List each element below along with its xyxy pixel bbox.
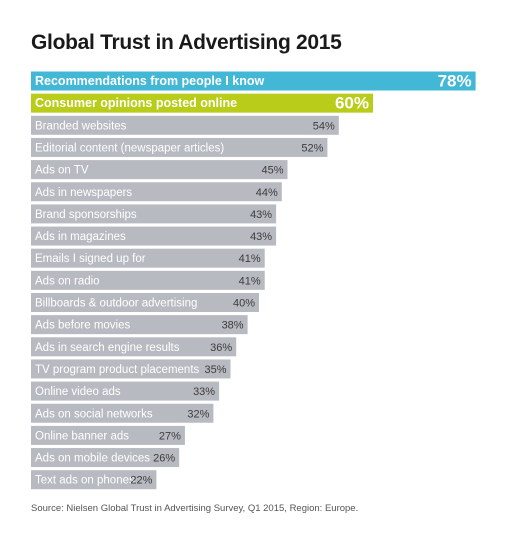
bar: [31, 160, 288, 180]
category-label: Text ads on phones: [35, 475, 135, 487]
bar: [31, 115, 339, 135]
value-label: 33%: [193, 386, 215, 398]
bar-row: TV program product placements 35%: [31, 359, 231, 379]
category-label: Recommendations from people I know: [35, 74, 264, 88]
bar-row: Online video ads 33%: [31, 381, 220, 401]
value-label: 40%: [233, 298, 255, 310]
category-label: Emails I signed up for: [35, 253, 146, 265]
value-label: 41%: [239, 275, 261, 287]
category-label: Editorial content (newspaper articles): [35, 142, 224, 154]
category-label: Ads before movies: [35, 320, 130, 332]
category-label: Brand sponsorships: [35, 209, 137, 221]
value-label: 35%: [204, 364, 226, 376]
value-label: 44%: [256, 187, 278, 199]
value-label: 45%: [261, 165, 283, 177]
value-label: 26%: [153, 453, 175, 465]
bar-row: Ads on TV 45%: [31, 160, 288, 180]
bar: [31, 226, 277, 246]
value-label: 43%: [250, 231, 272, 243]
source-note: Source: Nielsen Global Trust in Advertis…: [31, 503, 359, 514]
category-label: Ads on radio: [35, 275, 100, 287]
bar: [31, 93, 373, 113]
value-label: 52%: [301, 142, 323, 154]
bar: [31, 470, 157, 490]
category-label: Ads in search engine results: [35, 342, 180, 354]
value-label: 41%: [239, 253, 261, 265]
bar: [31, 182, 282, 202]
bar: [31, 71, 476, 91]
category-label: Consumer opinions posted online: [35, 96, 237, 110]
bar-row: Ads on social networks 32%: [31, 403, 214, 423]
category-label: Online video ads: [35, 386, 121, 398]
value-label: 36%: [210, 342, 232, 354]
value-label: 27%: [159, 430, 181, 442]
bar-row: Online banner ads 27%: [31, 425, 185, 445]
category-label: Ads on social networks: [35, 408, 153, 420]
category-label: Ads in newspapers: [35, 187, 132, 199]
bar-row: Billboards & outdoor advertising 40%: [31, 293, 259, 312]
category-label: Online banner ads: [35, 430, 129, 442]
bar: [31, 315, 248, 335]
bar: [31, 137, 328, 157]
chart-title: Global Trust in Advertising 2015: [31, 31, 342, 54]
bar: [31, 403, 214, 423]
value-label: 60%: [335, 94, 369, 113]
value-label: 54%: [313, 120, 335, 132]
bar-row: Consumer opinions posted online 60%: [31, 93, 373, 113]
category-label: Ads on TV: [35, 165, 89, 177]
bar-row: Ads in newspapers 44%: [31, 182, 282, 202]
value-label: 78%: [438, 72, 472, 91]
bar-row: Ads on mobile devices 26%: [31, 448, 180, 468]
value-label: 38%: [222, 320, 244, 332]
bar: [31, 293, 259, 312]
bar: [31, 359, 231, 379]
category-label: Ads in magazines: [35, 231, 126, 243]
bar: [31, 270, 265, 290]
bar: [31, 337, 237, 357]
bar-row: Editorial content (newspaper articles) 52…: [31, 137, 328, 157]
bar: [31, 204, 277, 224]
bar-row: Emails I signed up for 41%: [31, 248, 265, 268]
bar-row: Ads before movies 38%: [31, 315, 248, 335]
category-label: Branded websites: [35, 120, 127, 132]
bar-row: Branded websites 54%: [31, 115, 339, 135]
bar-row: Ads in search engine results 36%: [31, 337, 237, 357]
bar: [31, 381, 220, 401]
value-label: 22%: [130, 475, 152, 487]
bar: [31, 448, 180, 468]
category-label: Ads on mobile devices: [35, 453, 150, 465]
bar-row: Recommendations from people I know 78%: [31, 71, 476, 91]
bar: [31, 248, 265, 268]
bar-row: Brand sponsorships 43%: [31, 204, 277, 224]
category-label: Billboards & outdoor advertising: [35, 298, 197, 310]
bar-row: Ads on radio 41%: [31, 270, 265, 290]
bar-row: Ads in magazines 43%: [31, 226, 277, 246]
value-label: 43%: [250, 209, 272, 221]
category-label: TV program product placements: [35, 364, 200, 376]
bar: [31, 425, 185, 445]
value-label: 32%: [187, 408, 209, 420]
